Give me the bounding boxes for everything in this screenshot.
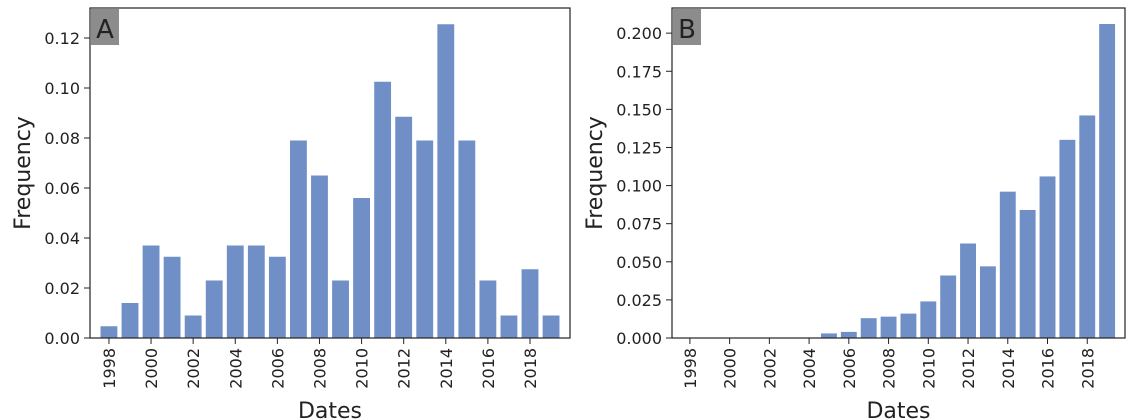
panel-a-x-axis-title: Dates: [298, 399, 362, 420]
panel-a-y-tick-label: 0.10: [44, 79, 80, 98]
panel-b-x-axis-title: Dates: [866, 399, 930, 420]
panel-b-bar-2019: [1099, 24, 1116, 338]
panel-a-panel-letter: A: [96, 15, 114, 45]
panel-a-bar-2017: [500, 315, 518, 338]
panel-a-bar-2012: [395, 116, 413, 338]
panel-b-y-tick-label: 0.150: [616, 100, 662, 119]
panel-b-bar-2018: [1079, 115, 1096, 339]
panel-b-y-tick-label: 0.000: [616, 329, 662, 348]
panel-b-x-tick-label: 2016: [1039, 348, 1058, 389]
panel-a-bar-2013: [416, 140, 434, 338]
panel-b-x-tick-label: 2012: [959, 348, 978, 389]
panel-b-y-tick-label: 0.125: [616, 138, 662, 157]
panel-a-bar-2002: [184, 315, 202, 338]
panel-a-axes-frame: [89, 7, 571, 339]
panel-a-x-tick-label: 2004: [226, 348, 245, 389]
panel-a-bar-2008: [311, 175, 328, 338]
panel-b-bar-2009: [900, 313, 917, 338]
panel-b-y-tick-label: 0.025: [616, 291, 662, 310]
panel-a-bar-2006: [268, 256, 286, 338]
panel-a-bar-2001: [163, 256, 181, 338]
panel-a-x-tick-label: 2002: [184, 348, 203, 389]
panel-a-bar-2004: [226, 245, 244, 338]
panel-b-y-tick-label: 0.050: [616, 253, 662, 272]
panel-b-x-tick-label: 2008: [880, 348, 899, 389]
panel-b-bar-2008: [880, 316, 897, 338]
panel-b-x-tick-label: 2000: [721, 348, 740, 389]
panel-a-chart: 0.00 0.02 0.04 0.06 0.08 0.10 0.12 1998 2000 2002…: [11, 7, 571, 420]
panel-a-bar-2018: [521, 269, 539, 338]
panel-b-x-tick-label: 2018: [1078, 348, 1097, 389]
panel-a-x-tick-label: 1998: [100, 348, 119, 389]
panel-b-bar-2012: [960, 243, 976, 338]
panel-b-y-axis-title: Frequency: [583, 116, 608, 230]
panel-a-bar-2015: [458, 140, 476, 338]
panel-b-chart: 0.000 0.025 0.050 0.075 0.100 0.125 0.150 0.175…: [583, 7, 1126, 420]
panel-b-bar-2015: [1019, 209, 1036, 338]
panel-a-y-tick-label: 0.00: [44, 329, 80, 348]
panel-b-bar-2017: [1059, 139, 1076, 338]
panel-a-bar-2005: [247, 245, 265, 338]
panel-b-axes-frame: [671, 7, 1126, 339]
panel-b-x-tick-label: 2014: [999, 348, 1018, 389]
panel-a-y-tick-label: 0.06: [44, 179, 80, 198]
panel-a-y-axis-title: Frequency: [11, 116, 36, 230]
panel-b-bar-2005: [821, 333, 837, 338]
panel-b-y-tick-label: 0.200: [616, 24, 662, 43]
panel-b-y-tick-label: 0.075: [616, 215, 662, 234]
panel-a-bar-2019: [542, 315, 560, 338]
panel-a-x-tick-label: 2014: [437, 348, 456, 389]
panel-b-x-tick-label: 2010: [919, 348, 938, 389]
panel-a-x-tick-label: 2018: [521, 348, 540, 389]
panel-b-x-tick-label: 2006: [840, 348, 859, 389]
panel-b-bar-2010: [920, 301, 937, 338]
panel-a-x-tick-label: 2016: [479, 348, 498, 389]
panel-a-bar-2016: [479, 280, 497, 338]
panel-a-bar-2007: [290, 140, 307, 338]
panel-b-label-box: [673, 9, 701, 45]
panel-a-x-tick-label: 2012: [395, 348, 414, 389]
panel-a-bar-2010: [353, 198, 370, 338]
panel-b-x-tick-label: 2002: [760, 348, 779, 389]
panel-b-panel-letter: B: [678, 15, 696, 45]
panel-a-bar-2009: [332, 280, 349, 338]
panel-b-bar-2016: [1039, 176, 1056, 338]
panel-b-x-tick-label: 2004: [800, 348, 819, 389]
panel-b-x-tick-label: 1998: [681, 348, 700, 389]
panel-a-x-tick-label: 2010: [353, 348, 372, 389]
panel-a-bar-1999: [121, 303, 139, 338]
panel-b-bar-2014: [999, 191, 1016, 338]
panel-a-x-tick-label: 2008: [310, 348, 329, 389]
panel-a-bar-1998: [100, 326, 118, 338]
panel-a-y-tick-label: 0.12: [44, 29, 80, 48]
panel-a-bar-2000: [142, 245, 160, 338]
panel-b-bar-2011: [940, 275, 957, 338]
panel-a-y-tick-label: 0.02: [44, 279, 80, 298]
panel-a-x-tick-label: 2000: [142, 348, 161, 389]
panel-b-y-tick-label: 0.100: [616, 177, 662, 196]
panel-a-bar-2014: [437, 24, 455, 338]
panel-b-bar-2007: [860, 318, 877, 338]
panel-a-y-tick-label: 0.04: [44, 229, 80, 248]
panel-a-label-box: [91, 9, 119, 45]
panel-b-bar-2013: [979, 266, 996, 338]
panel-a-y-tick-label: 0.08: [44, 129, 80, 148]
panel-a-bar-2003: [205, 280, 223, 338]
panel-a-bar-2011: [374, 81, 392, 338]
panel-b-y-tick-label: 0.175: [616, 62, 662, 81]
panel-a-x-tick-label: 2006: [268, 348, 287, 389]
panel-b-bar-2006: [840, 331, 857, 338]
